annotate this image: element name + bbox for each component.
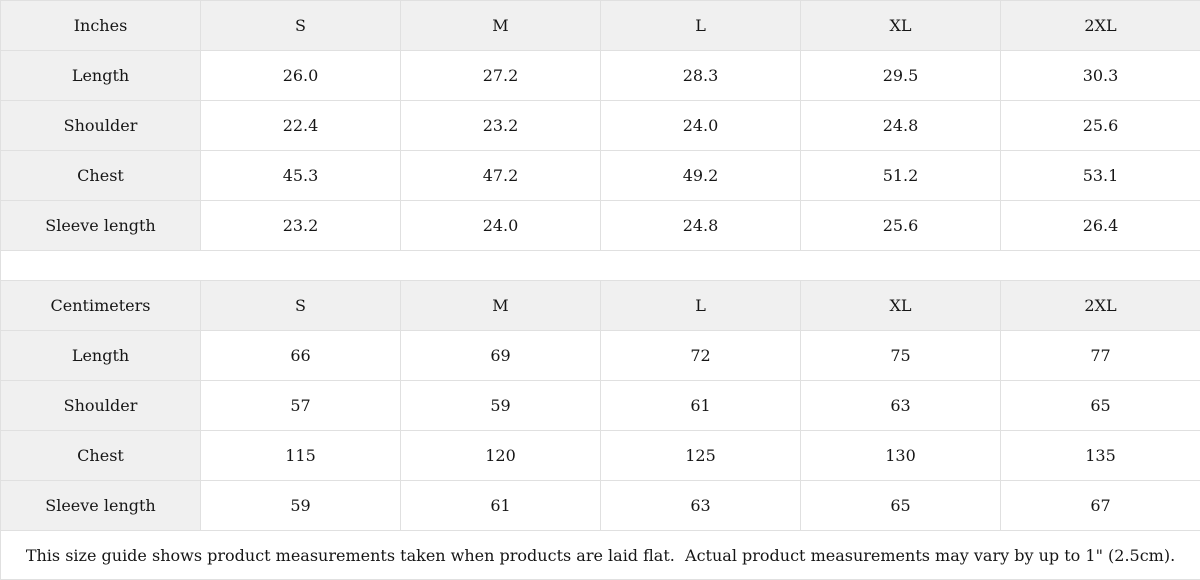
- inches-size-header-s: S: [200, 0, 401, 51]
- row-label: Sleeve length: [0, 480, 201, 531]
- value-cell: 125: [600, 430, 801, 481]
- value-cell: 24.0: [400, 200, 601, 251]
- value-cell: 63: [800, 380, 1001, 431]
- row-label: Sleeve length: [0, 200, 201, 251]
- value-cell: 59: [400, 380, 601, 431]
- value-cell: 115: [200, 430, 401, 481]
- centimeters-size-header-l: L: [600, 280, 801, 331]
- value-cell: 66: [200, 330, 401, 381]
- value-cell: 28.3: [600, 50, 801, 101]
- value-cell: 67: [1000, 480, 1200, 531]
- inches-row-sleeve-length: Sleeve length 23.2 24.0 24.8 25.6 26.4: [0, 200, 1200, 251]
- inches-row-length: Length 26.0 27.2 28.3 29.5 30.3: [0, 50, 1200, 101]
- centimeters-size-header-s: S: [200, 280, 401, 331]
- centimeters-row-length: Length 66 69 72 75 77: [0, 330, 1200, 381]
- inches-row-chest: Chest 45.3 47.2 49.2 51.2 53.1: [0, 150, 1200, 201]
- row-label: Shoulder: [0, 100, 201, 151]
- value-cell: 130: [800, 430, 1001, 481]
- inches-header-row: Inches S M L XL 2XL: [0, 0, 1200, 51]
- value-cell: 77: [1000, 330, 1200, 381]
- inches-size-header-l: L: [600, 0, 801, 51]
- centimeters-size-header-2xl: 2XL: [1000, 280, 1200, 331]
- value-cell: 72: [600, 330, 801, 381]
- value-cell: 120: [400, 430, 601, 481]
- value-cell: 24.8: [600, 200, 801, 251]
- value-cell: 69: [400, 330, 601, 381]
- centimeters-size-header-xl: XL: [800, 280, 1001, 331]
- centimeters-header-row: Centimeters S M L XL 2XL: [0, 280, 1200, 331]
- value-cell: 57: [200, 380, 401, 431]
- value-cell: 51.2: [800, 150, 1001, 201]
- value-cell: 135: [1000, 430, 1200, 481]
- value-cell: 45.3: [200, 150, 401, 201]
- spacer-row: [0, 250, 1200, 281]
- spacer-cell: [0, 250, 1200, 281]
- row-label: Length: [0, 330, 201, 381]
- row-label: Length: [0, 50, 201, 101]
- value-cell: 26.4: [1000, 200, 1200, 251]
- value-cell: 63: [600, 480, 801, 531]
- centimeters-size-header-m: M: [400, 280, 601, 331]
- value-cell: 49.2: [600, 150, 801, 201]
- row-label: Shoulder: [0, 380, 201, 431]
- centimeters-row-chest: Chest 115 120 125 130 135: [0, 430, 1200, 481]
- footer-row: This size guide shows product measuremen…: [0, 530, 1200, 580]
- value-cell: 22.4: [200, 100, 401, 151]
- centimeters-unit-header: Centimeters: [0, 280, 201, 331]
- inches-size-header-2xl: 2XL: [1000, 0, 1200, 51]
- value-cell: 23.2: [200, 200, 401, 251]
- value-cell: 61: [600, 380, 801, 431]
- value-cell: 61: [400, 480, 601, 531]
- value-cell: 59: [200, 480, 401, 531]
- size-guide-note: This size guide shows product measuremen…: [0, 530, 1200, 580]
- value-cell: 53.1: [1000, 150, 1200, 201]
- value-cell: 29.5: [800, 50, 1001, 101]
- inches-size-header-m: M: [400, 0, 601, 51]
- inches-unit-header: Inches: [0, 0, 201, 51]
- value-cell: 24.0: [600, 100, 801, 151]
- inches-row-shoulder: Shoulder 22.4 23.2 24.0 24.8 25.6: [0, 100, 1200, 151]
- value-cell: 47.2: [400, 150, 601, 201]
- centimeters-row-shoulder: Shoulder 57 59 61 63 65: [0, 380, 1200, 431]
- value-cell: 24.8: [800, 100, 1001, 151]
- inches-size-header-xl: XL: [800, 0, 1001, 51]
- value-cell: 65: [1000, 380, 1200, 431]
- value-cell: 26.0: [200, 50, 401, 101]
- value-cell: 25.6: [1000, 100, 1200, 151]
- value-cell: 23.2: [400, 100, 601, 151]
- value-cell: 27.2: [400, 50, 601, 101]
- row-label: Chest: [0, 150, 201, 201]
- value-cell: 75: [800, 330, 1001, 381]
- value-cell: 25.6: [800, 200, 1001, 251]
- value-cell: 65: [800, 480, 1001, 531]
- centimeters-row-sleeve-length: Sleeve length 59 61 63 65 67: [0, 480, 1200, 531]
- row-label: Chest: [0, 430, 201, 481]
- value-cell: 30.3: [1000, 50, 1200, 101]
